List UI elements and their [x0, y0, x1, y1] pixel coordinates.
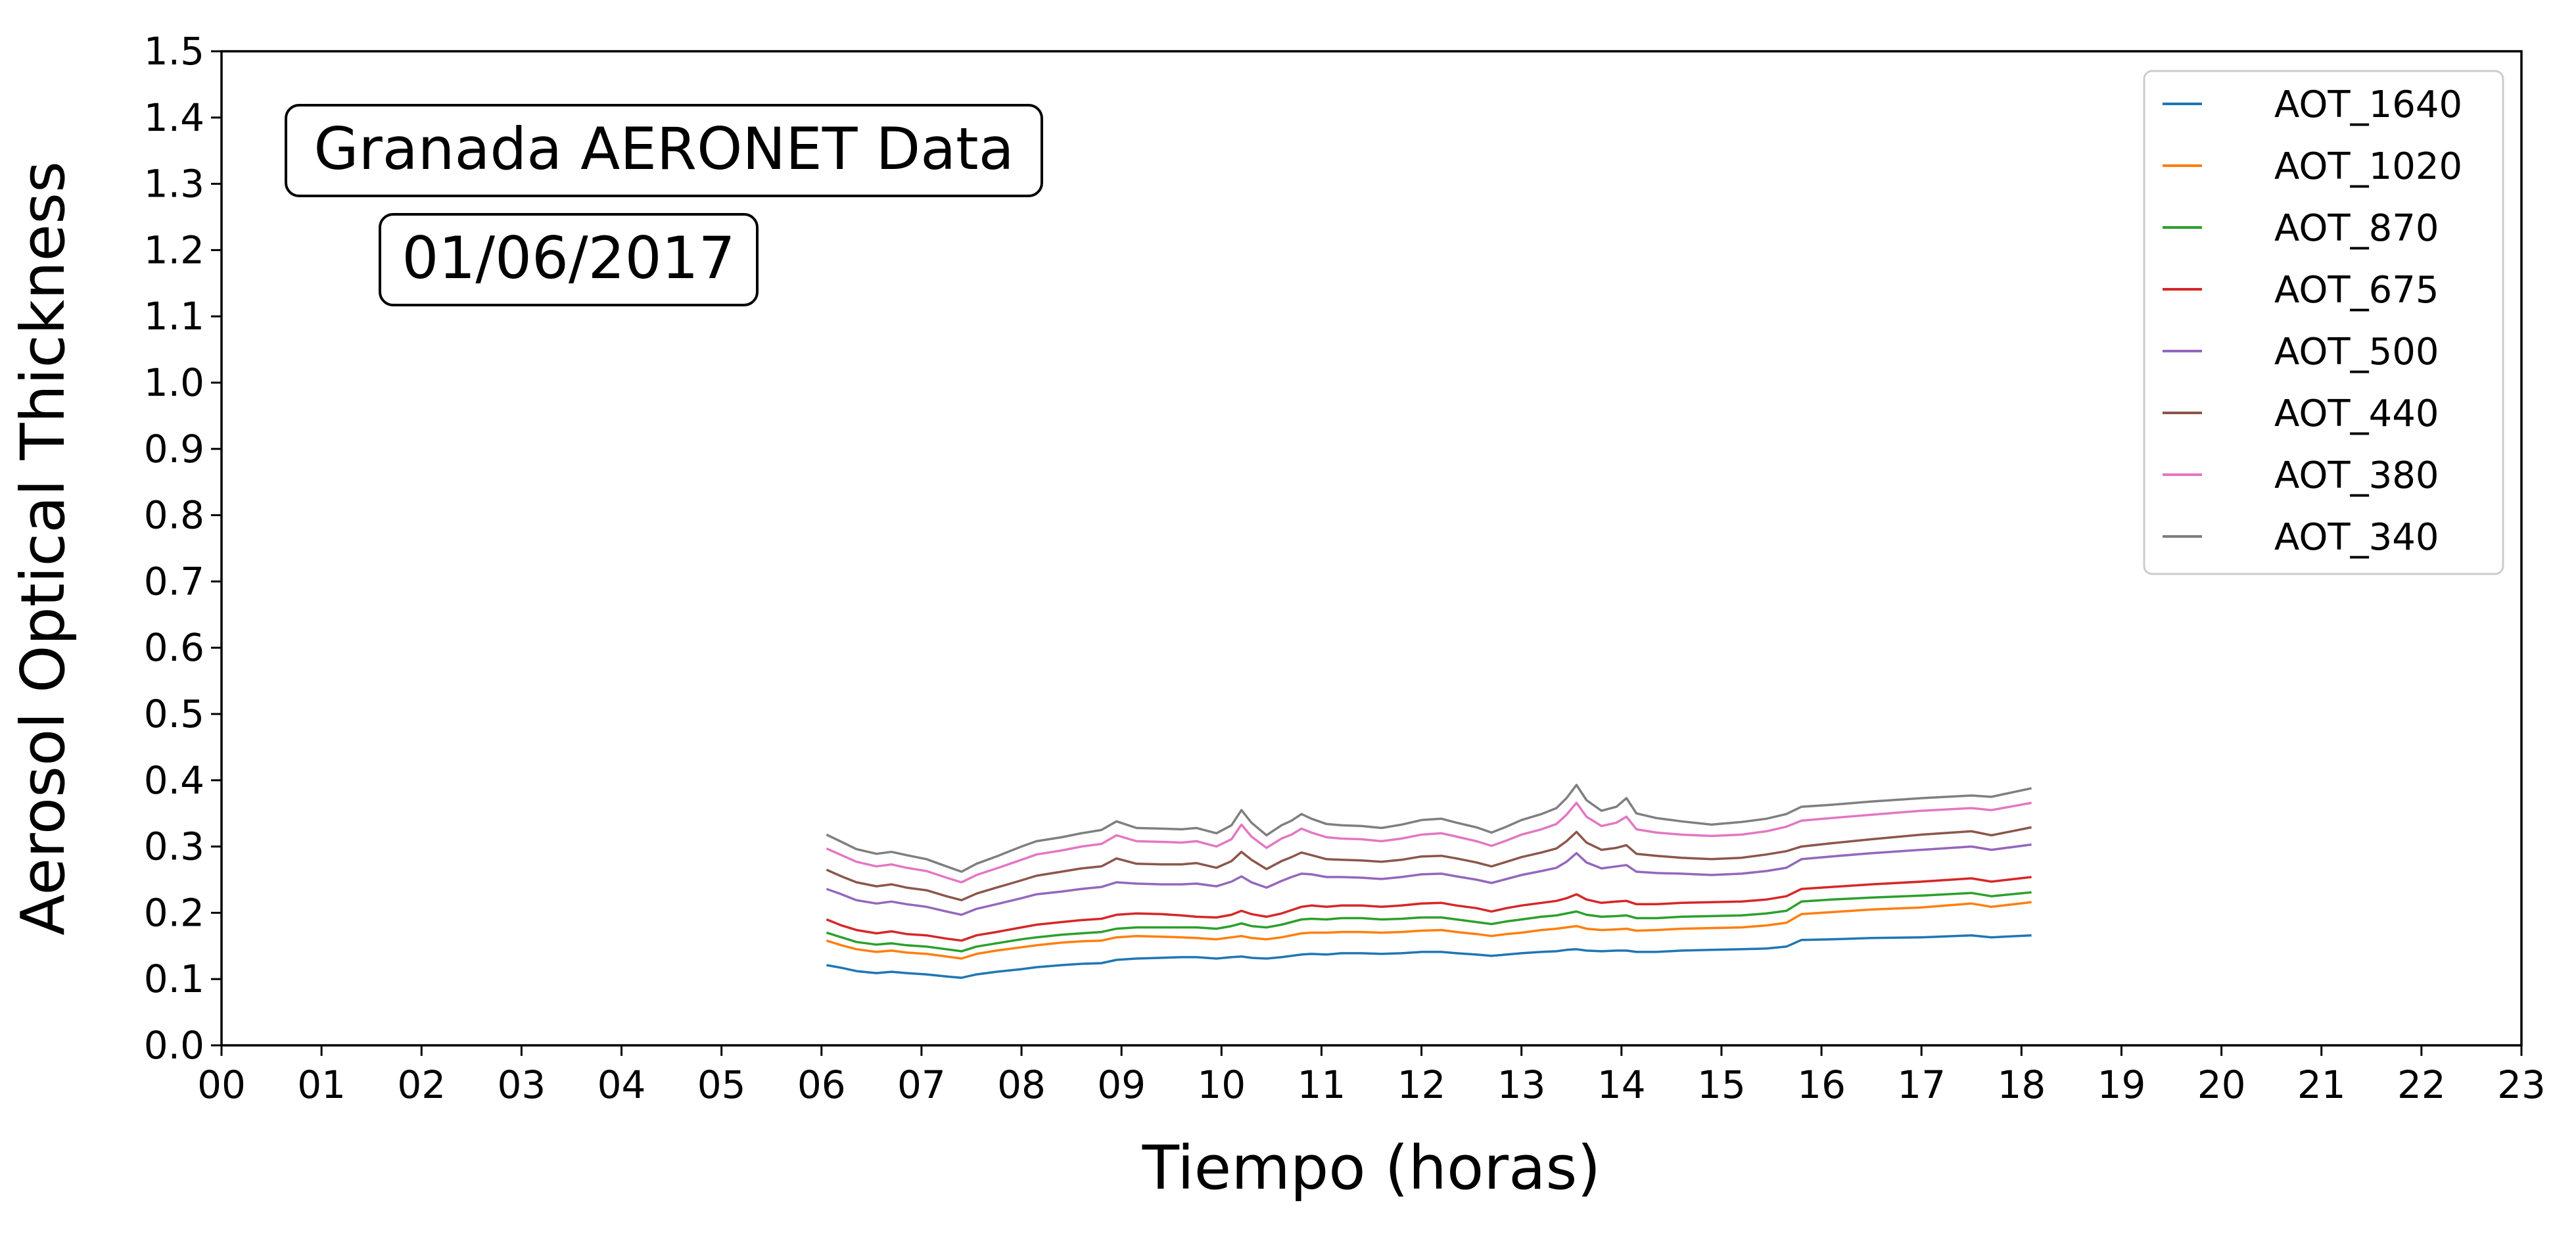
series-line-aot-500	[826, 843, 2032, 916]
x-tick-label: 07	[897, 1062, 946, 1107]
y-tick-label: 0.2	[144, 890, 204, 935]
series-line-aot-440	[826, 826, 2032, 901]
y-tick-label: 1.2	[144, 227, 204, 272]
x-tick-label: 12	[1397, 1062, 1446, 1107]
legend-frame	[2143, 70, 2504, 575]
x-tick-label: 10	[1197, 1062, 1246, 1107]
title-annotation-box	[285, 104, 1043, 197]
series-layer	[826, 784, 2032, 979]
legend-label: AOT_440	[2274, 392, 2439, 435]
x-tick-label: 21	[2297, 1062, 2346, 1107]
x-tick-label: 03	[497, 1062, 546, 1107]
y-tick-label: 1.4	[144, 95, 204, 140]
x-tick-label: 20	[2197, 1062, 2246, 1107]
legend-label: AOT_1020	[2274, 145, 2462, 188]
legend-label: AOT_380	[2274, 454, 2439, 497]
y-tick-label: 0.3	[144, 824, 204, 869]
date-annotation-text: 01/06/2017	[402, 224, 735, 292]
date-annotation-box	[379, 213, 759, 306]
x-tick-label: 18	[1997, 1062, 2046, 1107]
y-tick-label: 0.0	[144, 1023, 204, 1068]
legend-label: AOT_1640	[2274, 83, 2462, 126]
y-tick-label: 0.6	[144, 625, 204, 670]
series-line-aot-675	[826, 876, 2032, 942]
series-line-aot-870	[826, 891, 2032, 953]
y-tick-label: 1.0	[144, 360, 204, 405]
x-tick-label: 02	[397, 1062, 446, 1107]
x-tick-label: 23	[2497, 1062, 2546, 1107]
x-tick-label: 05	[697, 1062, 746, 1107]
legend-label: AOT_870	[2274, 207, 2439, 250]
x-tick-label: 06	[797, 1062, 846, 1107]
x-tick-label: 15	[1697, 1062, 1746, 1107]
y-tick-label: 0.9	[144, 427, 204, 471]
plot-frame	[220, 50, 2523, 1047]
series-line-aot-380	[826, 801, 2032, 884]
y-tick-label: 0.5	[144, 692, 204, 736]
title-annotation: Granada AERONET Data	[285, 104, 1043, 197]
x-tick-label: 22	[2397, 1062, 2446, 1107]
y-tick-label: 0.4	[144, 758, 204, 803]
y-tick-label: 0.7	[144, 559, 204, 604]
x-tick-label: 16	[1797, 1062, 1846, 1107]
legend-label: AOT_675	[2274, 269, 2439, 312]
y-tick-label: 1.5	[144, 29, 204, 74]
series-line-aot-1640	[826, 934, 2032, 979]
x-tick-label: 09	[1097, 1062, 1146, 1107]
series-line-aot-340	[826, 784, 2032, 873]
x-axis: 00 01 02 03 04 05 06 07 08 09 10 11 12 13 14 15 16 17 18 19…	[197, 1045, 2546, 1107]
y-axis: 0.0 0.1 0.2 0.3 0.4 0.5 0.6 0.7 0.8 0.9 1.0 1.1 1.2 1…	[144, 29, 222, 1068]
x-tick-label: 01	[297, 1062, 346, 1107]
y-tick-label: 0.1	[144, 957, 204, 1001]
x-tick-label: 08	[997, 1062, 1046, 1107]
y-tick-label: 1.1	[144, 294, 204, 339]
x-tick-label: 00	[197, 1062, 246, 1107]
date-annotation: 01/06/2017	[379, 213, 759, 306]
x-tick-label: 11	[1298, 1062, 1346, 1107]
x-tick-label: 14	[1597, 1062, 1646, 1107]
x-tick-label: 13	[1497, 1062, 1546, 1107]
series-line-aot-1020	[826, 901, 2032, 960]
y-tick-label: 1.3	[144, 162, 204, 206]
legend-label: AOT_500	[2274, 331, 2439, 373]
x-axis-label: Tiempo (horas)	[1142, 1133, 1601, 1203]
legend: AOT_1640 AOT_1020 AOT_870 AOT_675 AOT_500 AOT…	[2143, 70, 2504, 575]
y-tick-label: 0.8	[144, 493, 204, 538]
legend-items: AOT_1640 AOT_1020 AOT_870 AOT_675 AOT_500 AOT…	[2163, 83, 2462, 559]
legend-label: AOT_340	[2274, 516, 2439, 559]
title-annotation-text: Granada AERONET Data	[314, 115, 1014, 183]
x-tick-label: 04	[597, 1062, 646, 1107]
y-axis-label: Aerosol Optical Thickness	[8, 161, 78, 936]
x-tick-label: 17	[1897, 1062, 1946, 1107]
x-tick-label: 19	[2097, 1062, 2146, 1107]
